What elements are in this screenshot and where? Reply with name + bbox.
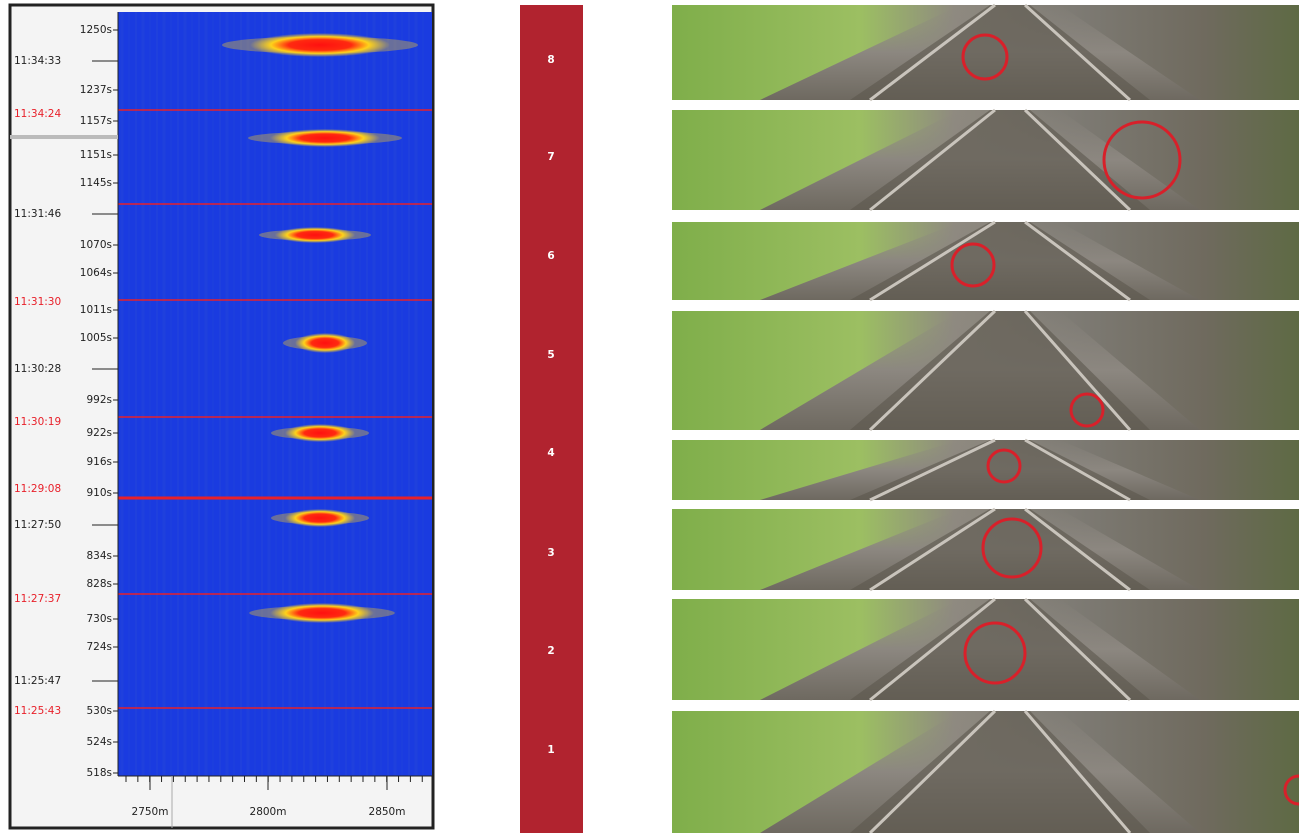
seconds-label: 518s	[86, 767, 112, 779]
page: {"plot":{ "x_labels":["2750m","2800m","2…	[0, 0, 1299, 833]
seconds-label: 916s	[86, 456, 112, 468]
time-label: 11:30:28	[14, 363, 61, 375]
hotspot	[295, 333, 355, 353]
event-time-label: 11:30:19	[14, 416, 61, 428]
hotspot	[285, 509, 355, 527]
event-time-label: 11:25:43	[14, 705, 61, 717]
event-number: 3	[547, 547, 554, 559]
x-label: 2850m	[369, 806, 406, 818]
hotspot	[285, 424, 355, 442]
x-label: 2800m	[250, 806, 287, 818]
seconds-label: 1145s	[80, 177, 112, 189]
time-label: 11:34:33	[14, 55, 61, 67]
seconds-label: 922s	[86, 427, 112, 439]
event-number: 2	[547, 645, 554, 657]
seconds-label: 1250s	[80, 24, 112, 36]
seconds-label: 1011s	[80, 304, 112, 316]
hotspot	[270, 603, 374, 623]
event-number: 7	[547, 151, 554, 163]
event-number: 6	[547, 250, 554, 262]
event-time-label: 11:31:30	[14, 296, 61, 308]
seconds-label: 730s	[86, 613, 112, 625]
event-time-label: 11:29:08	[14, 483, 61, 495]
event-time-label: 11:27:37	[14, 593, 61, 605]
event-column	[520, 5, 583, 833]
x-label: 2750m	[132, 806, 169, 818]
hotspot	[250, 33, 390, 57]
seconds-label: 524s	[86, 736, 112, 748]
event-number: 5	[547, 349, 554, 361]
photos	[672, 5, 1299, 833]
event-number: 4	[547, 447, 554, 459]
seconds-label: 910s	[86, 487, 112, 499]
seconds-label: 1070s	[80, 239, 112, 251]
hotspot	[275, 227, 355, 243]
event-time-label: 11:34:24	[14, 108, 61, 120]
seconds-label: 1237s	[80, 84, 112, 96]
seconds-label: 1005s	[80, 332, 112, 344]
seconds-label: 1064s	[80, 267, 112, 279]
split-marker	[10, 135, 118, 139]
seconds-label: 530s	[86, 705, 112, 717]
figure: 1250s 1237s 1157s 1151s 1145s 1070s 1064s 1011s…	[0, 0, 1299, 833]
seconds-label: 992s	[86, 394, 112, 406]
seconds-label: 834s	[86, 550, 112, 562]
event-number: 1	[547, 744, 554, 756]
time-label: 11:25:47	[14, 675, 61, 687]
seconds-label: 1151s	[80, 149, 112, 161]
time-label: 11:27:50	[14, 519, 61, 531]
time-label: 11:31:46	[14, 208, 61, 220]
seconds-label: 828s	[86, 578, 112, 590]
event-number: 8	[547, 54, 554, 66]
seconds-label: 724s	[86, 641, 112, 653]
hotspot	[270, 129, 380, 147]
seconds-label: 1157s	[80, 115, 112, 127]
